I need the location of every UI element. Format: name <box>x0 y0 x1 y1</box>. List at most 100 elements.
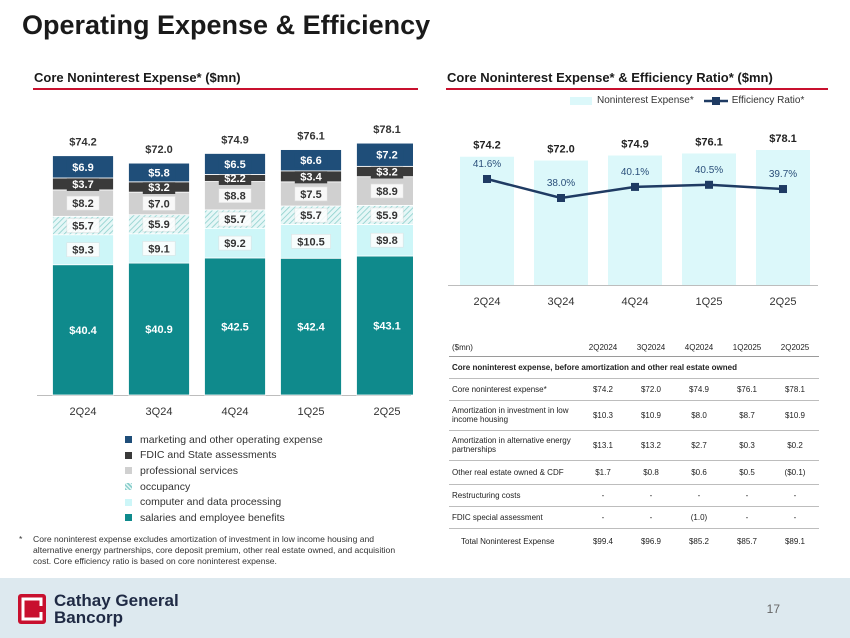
expense-label-3Q24: $72.0 <box>547 144 575 156</box>
data-label-bg-2Q25-1 <box>370 232 404 248</box>
data-label-bg-2Q25-4 <box>370 164 404 179</box>
data-label-2Q24-0: $40.4 <box>69 325 97 337</box>
table-header-cell: 2Q2025 <box>771 340 819 357</box>
total-label-2Q25: $78.1 <box>373 124 401 136</box>
table-row: FDIC special assessment - - (1.0) - - <box>449 505 819 528</box>
efficiency-point-4Q24 <box>631 182 639 191</box>
table-row-label: Restructuring costs <box>449 483 579 506</box>
data-label-bg-2Q25-2 <box>370 207 404 223</box>
table-cell: $85.7 <box>723 527 771 554</box>
data-label-1Q25-5: $6.6 <box>300 155 321 167</box>
table-row: Amortization in investment in low income… <box>449 399 819 430</box>
data-label-bg-4Q24-3 <box>218 188 252 203</box>
table-cell: - <box>723 505 771 528</box>
legend-swatch <box>125 467 132 475</box>
expense-bar-2Q25 <box>756 150 810 285</box>
data-label-2Q24-3: $8.2 <box>72 198 93 210</box>
data-label-2Q25-2: $5.9 <box>376 210 397 222</box>
data-label-bg-2Q24-5 <box>66 159 100 174</box>
table-cell: ($0.1) <box>771 459 819 484</box>
data-label-bg-2Q25-3 <box>370 183 404 199</box>
table-cell: - <box>627 505 675 528</box>
table-cell: $8.7 <box>723 399 771 430</box>
x-tick-2Q24: 2Q24 <box>474 296 501 308</box>
table-cell: $0.3 <box>723 429 771 460</box>
x-tick-2Q25: 2Q25 <box>374 406 401 418</box>
data-label-2Q24-4: $3.7 <box>72 179 93 191</box>
table-cell: $0.6 <box>675 459 723 484</box>
table-cell: (1.0) <box>675 505 723 528</box>
data-label-1Q25-2: $5.7 <box>300 210 321 222</box>
legend-label: professional services <box>140 464 239 477</box>
data-label-3Q24-1: $9.1 <box>148 243 169 255</box>
table-cell: $10.3 <box>579 399 627 430</box>
legend-item: professional services <box>125 463 323 479</box>
table-cell: - <box>675 483 723 506</box>
data-label-bg-4Q24-0 <box>215 319 255 334</box>
legend-label: marketing and other operating expense <box>140 433 323 446</box>
table-cell: $78.1 <box>771 377 819 400</box>
efficiency-label-3Q24: 38.0% <box>547 178 575 189</box>
legend-label: FDIC and State assessments <box>140 449 277 462</box>
legend-swatch <box>125 436 132 444</box>
chart2-title-rule <box>446 88 828 90</box>
table-header-cell: ($mn) <box>449 340 579 357</box>
data-label-bg-3Q24-1 <box>142 241 176 256</box>
legend-swatch <box>125 498 132 506</box>
chart1-legend: marketing and other operating expense FDI… <box>125 432 323 526</box>
table-row: Core noninterest expense* $74.2 $72.0 $74.9… <box>449 377 819 400</box>
table-cell: $1.7 <box>579 459 627 484</box>
data-label-1Q25-4: $3.4 <box>300 171 322 183</box>
data-label-bg-3Q24-4 <box>142 179 176 194</box>
table-row-label: FDIC special assessment <box>449 505 579 528</box>
cathay-logo-icon <box>18 594 46 624</box>
data-label-bg-4Q24-2 <box>218 211 252 227</box>
table-row: Restructuring costs - - - - - <box>449 483 819 506</box>
table-row: Other real estate owned & CDF $1.7 $0.8 $0.… <box>449 459 819 484</box>
data-label-3Q24-2: $5.9 <box>148 219 169 231</box>
table-row-label: Amortization in investment in low income… <box>449 399 579 430</box>
data-label-bg-4Q24-1 <box>218 235 252 251</box>
table-cell: $96.9 <box>627 527 675 554</box>
table-cell: $74.2 <box>579 377 627 400</box>
data-label-4Q24-4: $2.2 <box>224 173 245 185</box>
data-label-bg-3Q24-0 <box>139 322 179 337</box>
data-label-2Q25-4: $3.2 <box>376 167 397 179</box>
table-cell: $85.2 <box>675 527 723 554</box>
table-cell: $13.2 <box>627 429 675 460</box>
data-label-bg-3Q24-2 <box>142 216 176 232</box>
data-label-bg-3Q24-5 <box>142 165 176 180</box>
table-header-cell: 4Q2024 <box>675 340 723 357</box>
efficiency-point-3Q24 <box>557 194 565 202</box>
data-label-1Q25-1: $10.5 <box>297 236 325 248</box>
data-label-bg-2Q24-0 <box>63 322 103 337</box>
table-cell: $2.7 <box>675 429 723 460</box>
legend-swatch <box>125 514 132 522</box>
table-section-label: Core noninterest expense, before amortiz… <box>452 362 737 372</box>
data-label-bg-3Q24-3 <box>142 196 176 211</box>
legend-swatch-efficiency <box>703 96 728 105</box>
chart2-title: Core Noninterest Expense* & Efficiency R… <box>447 70 773 85</box>
table-header-cell: 2Q2024 <box>579 340 627 357</box>
legend-item: salaries and employee benefits <box>125 510 323 526</box>
legend-item-expense: Noninterest Expense* <box>570 95 694 106</box>
total-label-3Q24: $72.0 <box>145 144 173 156</box>
x-tick-3Q24: 3Q24 <box>548 296 575 308</box>
table-cell: $8.0 <box>675 399 723 430</box>
expense-efficiency-chart: $74.2 2Q24 $72.0 3Q24 $74.9 4Q24 $76.1 1Q25 $78.… <box>448 133 818 308</box>
data-label-4Q24-5: $6.5 <box>224 159 245 171</box>
expense-label-4Q24: $74.9 <box>621 139 649 151</box>
data-label-2Q25-5: $7.2 <box>376 150 397 162</box>
legend-item-efficiency: Efficiency Ratio* <box>703 95 804 106</box>
footer-band <box>0 578 850 638</box>
company-logo: Cathay General Bancorp <box>18 592 179 626</box>
data-label-bg-2Q24-2 <box>66 218 100 233</box>
expense-bar-4Q24 <box>608 155 662 285</box>
data-label-bg-2Q24-1 <box>66 242 100 258</box>
data-label-4Q24-3: $8.8 <box>224 191 245 203</box>
table-cell: $13.1 <box>579 429 627 460</box>
footnote-text: Core noninterest expense excludes amorti… <box>33 534 396 566</box>
table-row: Total Noninterest Expense $99.4 $96.9 $85.2… <box>449 527 819 554</box>
logo-text-line2: Bancorp <box>54 608 123 627</box>
legend-swatch <box>125 483 132 491</box>
